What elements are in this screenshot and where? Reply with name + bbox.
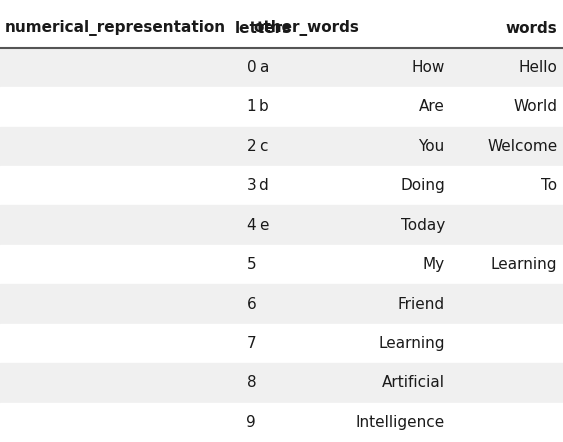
Text: 9: 9 — [247, 415, 256, 430]
Bar — [0, 48, 563, 87]
Text: letters: letters — [235, 21, 292, 36]
Bar — [0, 206, 563, 245]
Text: My: My — [423, 257, 445, 272]
Text: b: b — [258, 99, 269, 114]
Bar — [0, 324, 563, 363]
Bar — [0, 126, 563, 166]
Text: You: You — [418, 139, 445, 154]
Text: To: To — [541, 178, 557, 193]
Text: Hello: Hello — [519, 60, 557, 75]
Text: World: World — [513, 99, 557, 114]
Text: Doing: Doing — [400, 178, 445, 193]
Text: other_words: other_words — [253, 20, 359, 36]
Bar — [0, 245, 563, 284]
Text: How: How — [412, 60, 445, 75]
Text: Friend: Friend — [397, 297, 445, 312]
Bar — [0, 284, 563, 324]
Text: Artificial: Artificial — [382, 375, 445, 390]
Text: d: d — [258, 178, 269, 193]
Text: Welcome: Welcome — [487, 139, 557, 154]
Text: e: e — [259, 217, 268, 232]
Text: 4: 4 — [247, 217, 256, 232]
Bar — [0, 403, 563, 442]
Text: Are: Are — [419, 99, 445, 114]
Text: Learning: Learning — [491, 257, 557, 272]
Text: 2: 2 — [247, 139, 256, 154]
Text: Today: Today — [400, 217, 445, 232]
Text: 8: 8 — [247, 375, 256, 390]
Text: 3: 3 — [247, 178, 256, 193]
Bar — [0, 363, 563, 403]
Text: 6: 6 — [247, 297, 256, 312]
Bar — [0, 87, 563, 126]
Text: numerical_representation: numerical_representation — [5, 20, 226, 36]
Text: Intelligence: Intelligence — [355, 415, 445, 430]
Text: 1: 1 — [247, 99, 256, 114]
Bar — [0, 166, 563, 206]
Text: c: c — [259, 139, 268, 154]
Text: words: words — [506, 21, 557, 36]
Text: a: a — [259, 60, 268, 75]
Bar — [0, 9, 563, 48]
Text: 0: 0 — [247, 60, 256, 75]
Text: 7: 7 — [247, 336, 256, 351]
Text: Learning: Learning — [378, 336, 445, 351]
Text: 5: 5 — [247, 257, 256, 272]
